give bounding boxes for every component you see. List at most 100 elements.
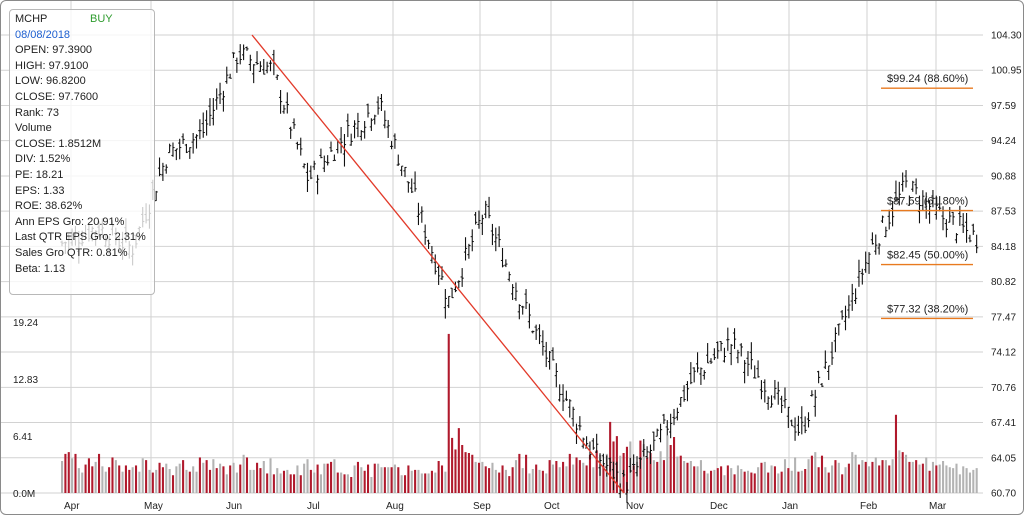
volume-bar	[333, 459, 336, 493]
volume-bar	[235, 472, 238, 493]
trend-line-segment	[251, 34, 625, 494]
volume-bar	[800, 470, 803, 493]
volume-bar	[393, 464, 396, 493]
volume-bar	[915, 460, 918, 493]
volume-bar	[884, 460, 887, 493]
volume-bar	[182, 460, 185, 493]
volume-bar	[568, 453, 571, 493]
volume-bar	[303, 463, 306, 493]
volume-bar	[205, 460, 208, 493]
volume-bar	[582, 462, 585, 493]
volume-bar	[935, 465, 938, 493]
volume-bar	[155, 469, 158, 493]
volume-bar	[868, 466, 871, 493]
volume-bar	[444, 471, 447, 493]
volume-bar	[888, 465, 891, 493]
volume-bar	[370, 477, 373, 493]
volume-bar	[555, 461, 558, 493]
volume-bar	[390, 467, 393, 493]
volume-bar	[417, 469, 420, 493]
volume-bar	[148, 469, 151, 493]
stat-row: CLOSE: 97.7600	[15, 90, 99, 103]
volume-bar	[666, 435, 669, 493]
volume-bar	[757, 467, 760, 493]
volume-bar	[931, 461, 935, 493]
volume-bar	[972, 469, 975, 493]
volume-bar	[282, 470, 286, 493]
volume-bar	[834, 460, 837, 493]
volume-bar	[245, 457, 249, 493]
volume-bar	[407, 465, 410, 493]
price-tick-label: 84.18	[991, 242, 1016, 253]
volume-bar	[380, 467, 383, 493]
volume-bar	[592, 467, 595, 493]
volume-bar	[659, 451, 662, 493]
volume-bar	[299, 475, 302, 493]
volume-bar	[168, 469, 171, 493]
volume-bar	[777, 473, 780, 493]
volume-bar	[780, 471, 783, 493]
price-tick-label: 100.95	[991, 66, 1022, 77]
volume-bar	[857, 464, 861, 493]
fibonacci-levels: $99.24 (88.60%) $87.59 (61.80%) $82.45 (50…	[881, 73, 973, 320]
volume-bar	[817, 467, 820, 493]
volume-bar	[790, 470, 793, 493]
volume-bar	[797, 471, 800, 493]
volume-bar	[746, 470, 750, 493]
volume-bar	[477, 462, 481, 493]
volume-bar	[319, 474, 323, 493]
volume-bar	[693, 466, 696, 493]
volume-bar	[824, 467, 827, 493]
volume-bar	[198, 457, 201, 493]
volume-bar	[636, 461, 639, 493]
volume-bar	[689, 461, 692, 493]
volume-bar	[111, 457, 114, 493]
volume-bar	[178, 463, 181, 493]
volume-bar	[350, 477, 353, 493]
volume-bar	[323, 463, 326, 493]
stat-row: Volume	[15, 122, 52, 135]
volume-bar	[108, 467, 111, 493]
volume-bar	[716, 468, 719, 493]
volume-bar	[151, 472, 154, 493]
month-tick-label: Jan	[782, 501, 798, 512]
volume-bar	[535, 464, 538, 493]
volume-bar	[451, 437, 454, 493]
volume-bar	[942, 461, 945, 493]
month-tick-label: Aug	[386, 501, 404, 512]
volume-bar	[938, 464, 941, 493]
volume-bar	[114, 460, 117, 493]
ticker-symbol: MCHP	[15, 13, 48, 25]
volume-bar	[787, 468, 790, 493]
volume-bar	[649, 453, 652, 493]
volume-bar	[723, 475, 726, 493]
volume-bar	[683, 461, 686, 493]
volume-bar	[804, 469, 807, 493]
volume-bar	[673, 437, 676, 493]
volume-bar	[585, 465, 588, 493]
volume-bar	[494, 469, 497, 493]
volume-bar	[881, 460, 884, 493]
volume-bar	[296, 465, 299, 493]
volume-bar	[504, 469, 507, 493]
volume-bar	[968, 472, 971, 493]
volume-bar	[138, 471, 141, 493]
volume-bar	[562, 461, 565, 493]
fib-label: $77.32 (38.20%)	[887, 303, 968, 315]
stat-row: LOW: 96.8200	[15, 75, 86, 88]
volume-bar	[538, 469, 541, 493]
volume-bar	[831, 465, 834, 493]
volume-bar	[602, 465, 605, 493]
volume-bar	[773, 466, 776, 493]
volume-bar	[783, 459, 787, 493]
volume-bar	[134, 465, 138, 493]
volume-bar	[262, 461, 265, 493]
volume-bar	[306, 459, 309, 493]
volume-bar	[609, 421, 612, 493]
volume-bar	[632, 465, 635, 493]
volume-bar	[131, 467, 134, 493]
volume-bar	[955, 463, 958, 493]
volume-bar	[145, 460, 148, 493]
volume-bar	[481, 461, 484, 493]
volume-bar	[84, 464, 87, 493]
